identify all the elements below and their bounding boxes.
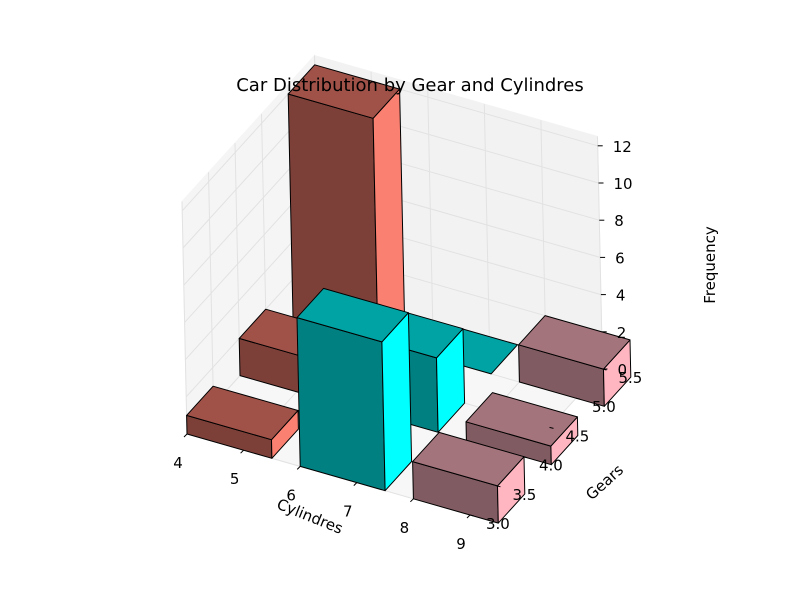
bar-top-face (296, 287, 409, 343)
bar (518, 315, 632, 407)
bar (296, 287, 413, 492)
bar-side-face (381, 312, 413, 492)
z-tick-label: 4 (616, 287, 626, 305)
bar (412, 431, 526, 524)
bar (287, 64, 405, 342)
x-tick-label: 9 (456, 535, 466, 553)
y-tick-label: 3.5 (513, 486, 537, 504)
y-tick-label: 5.5 (619, 369, 643, 387)
y-axis-label: Gears (582, 461, 627, 504)
x-tick-label: 8 (400, 519, 410, 537)
bars (186, 64, 632, 524)
bar-top-face (465, 392, 578, 447)
y-tick (549, 426, 554, 429)
y-tick-label: 5.0 (592, 398, 616, 416)
y-tick-label: 4.5 (566, 427, 590, 445)
y-tick (575, 397, 581, 400)
bar-front-face (296, 317, 386, 492)
z-tick-label: 12 (613, 138, 632, 156)
x-tick-label: 6 (286, 486, 296, 504)
y-tick-label: 3.0 (486, 515, 510, 533)
x-tick (240, 449, 244, 454)
z-tick-label: 6 (615, 249, 625, 267)
x-tick (466, 514, 471, 519)
bar-top-face (186, 385, 299, 441)
x-axis-label: Cylindres (274, 495, 345, 538)
x-tick (353, 482, 358, 486)
z-tick-label: 2 (617, 324, 627, 342)
x-tick (410, 498, 414, 503)
z-tick-label: 8 (614, 212, 624, 230)
y-tick (469, 514, 475, 517)
bar-top-face (518, 315, 631, 370)
axes: 4 5 6 7 8 9 3.03.54.04.55.05.50 2 4 6 8 10 12 (173, 138, 642, 553)
x-tick-label: 4 (173, 454, 183, 472)
y-tick (522, 456, 528, 459)
z-tick-label: 0 (618, 361, 628, 379)
bar-top-face (287, 64, 401, 119)
x-tick-label: 5 (230, 470, 240, 488)
y-tick (496, 485, 501, 488)
z-axis-label: Frequency (701, 226, 719, 304)
bar (186, 385, 299, 459)
chart-title: Car Distribution by Gear and Cylindres (236, 75, 584, 96)
x-tick-label: 7 (343, 503, 353, 521)
y-tick-label: 4.0 (539, 457, 563, 475)
x-tick (296, 466, 301, 470)
z-tick-label: 10 (614, 175, 633, 193)
x-tick (183, 433, 188, 438)
